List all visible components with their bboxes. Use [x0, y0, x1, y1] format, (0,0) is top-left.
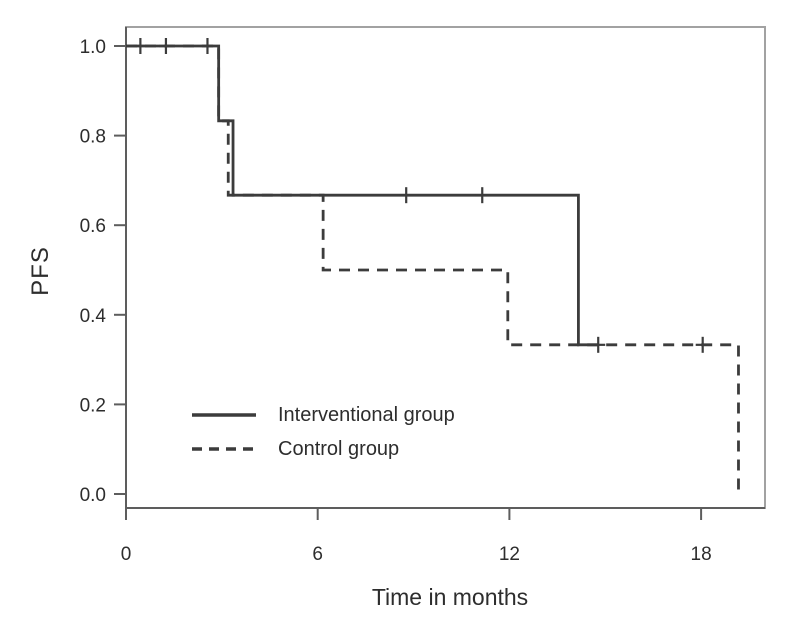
legend-item-interventional: Interventional group [192, 399, 455, 431]
y-tick-label: 0.4 [80, 306, 107, 327]
y-tick-label: 0.6 [80, 216, 106, 237]
x-tick-label: 12 [499, 544, 520, 565]
legend: Interventional group Control group [192, 399, 455, 465]
x-axis-title: Time in months [371, 584, 529, 610]
y-tick-label: 1.0 [80, 37, 106, 58]
x-tick-label: 6 [312, 544, 323, 565]
x-tick-label: 18 [691, 544, 712, 565]
series-line-interventional-group [126, 44, 599, 347]
y-tick-label: 0.0 [80, 485, 106, 506]
legend-item-control: Control group [192, 433, 455, 465]
y-axis-title: PFS [27, 246, 54, 296]
legend-solid-line-icon [192, 413, 256, 417]
y-tick-label: 0.2 [80, 395, 106, 416]
x-tick-label: 0 [121, 544, 132, 565]
legend-label-interventional: Interventional group [278, 403, 455, 426]
legend-dashed-line-icon [192, 447, 256, 451]
y-tick-label: 0.8 [80, 127, 106, 148]
legend-label-control: Control group [278, 437, 400, 460]
